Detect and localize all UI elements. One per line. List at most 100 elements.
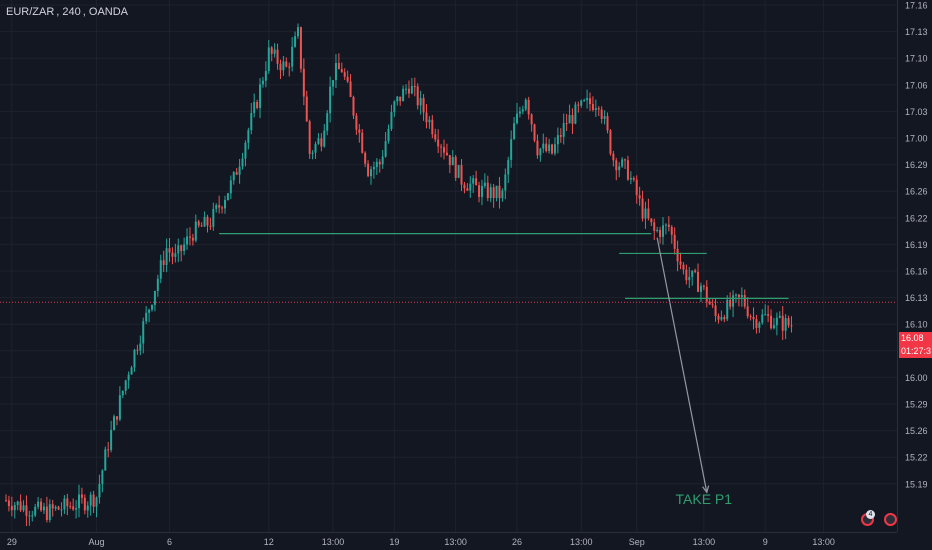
candle-body bbox=[264, 70, 267, 81]
candle-body bbox=[486, 182, 489, 199]
candle-body bbox=[302, 68, 305, 97]
candle-body bbox=[145, 312, 148, 322]
candle-body bbox=[451, 156, 454, 166]
candle-body bbox=[180, 245, 183, 252]
candle-body bbox=[664, 224, 667, 226]
candle-body bbox=[355, 115, 358, 130]
candle-body bbox=[215, 205, 218, 209]
candle-body bbox=[78, 494, 80, 509]
candle-body bbox=[735, 294, 737, 296]
price-tick-label: 16.10 bbox=[905, 320, 928, 330]
candle-body bbox=[457, 165, 460, 178]
candle-body bbox=[399, 96, 402, 102]
candle-body bbox=[711, 304, 714, 306]
candle-body bbox=[390, 112, 393, 129]
candle-body bbox=[75, 508, 78, 510]
alert-count: 4 bbox=[866, 510, 875, 519]
candle-body bbox=[705, 286, 708, 302]
candle-body bbox=[317, 138, 320, 144]
candle-body bbox=[746, 306, 749, 317]
candle-body bbox=[156, 278, 159, 292]
candle-body bbox=[670, 226, 673, 235]
time-tick-label: 29 bbox=[7, 537, 17, 547]
candle-body bbox=[148, 309, 151, 313]
candle-body bbox=[244, 142, 247, 159]
candle-body bbox=[405, 88, 408, 90]
candle-body bbox=[311, 152, 314, 154]
candle-body bbox=[647, 208, 650, 219]
time-tick-label: 13:00 bbox=[444, 537, 467, 547]
event-badge[interactable] bbox=[884, 513, 897, 526]
candle-body bbox=[177, 245, 180, 254]
candle-body bbox=[370, 169, 372, 177]
candle-body bbox=[54, 506, 57, 509]
candle-body bbox=[624, 159, 627, 161]
candle-body bbox=[571, 115, 574, 124]
candle-body bbox=[480, 185, 483, 197]
candle-body bbox=[343, 72, 346, 77]
countdown-tag: 01:27:3 bbox=[899, 345, 932, 358]
candle-body bbox=[787, 318, 790, 326]
candle-body bbox=[729, 299, 732, 307]
price-axis bbox=[898, 0, 932, 532]
candle-body bbox=[194, 221, 197, 241]
candle-body bbox=[790, 325, 793, 327]
candle-body bbox=[781, 315, 784, 331]
candle-body bbox=[533, 124, 536, 141]
candle-body bbox=[659, 229, 662, 237]
candle-body bbox=[460, 165, 463, 185]
candle-body bbox=[551, 144, 554, 154]
time-tick-label: 13:00 bbox=[570, 537, 593, 547]
candle-body bbox=[276, 49, 279, 64]
candle-body bbox=[66, 498, 69, 507]
candle-body bbox=[101, 470, 104, 484]
candle-body bbox=[224, 199, 226, 209]
time-tick-label: Sep bbox=[629, 537, 645, 547]
price-tick-label: 16.19 bbox=[905, 240, 928, 250]
candle-body bbox=[594, 108, 597, 110]
candle-body bbox=[775, 317, 778, 326]
candle-body bbox=[45, 506, 48, 520]
alert-badge[interactable]: 4 bbox=[861, 510, 875, 526]
time-tick-label: 6 bbox=[167, 537, 172, 547]
candle-body bbox=[626, 160, 629, 180]
candle-body bbox=[83, 497, 86, 511]
candle-body bbox=[521, 109, 524, 112]
candle-body bbox=[98, 483, 101, 498]
candle-body bbox=[250, 112, 253, 131]
candle-body bbox=[113, 416, 116, 431]
candle-body bbox=[758, 322, 761, 328]
interval-label: 240 bbox=[62, 6, 81, 18]
candle-body bbox=[445, 152, 448, 156]
candle-body bbox=[139, 343, 142, 351]
candle-body bbox=[702, 285, 705, 287]
candle-body bbox=[653, 222, 656, 231]
candle-body bbox=[425, 112, 428, 123]
candle-body bbox=[507, 159, 510, 175]
candle-body bbox=[650, 218, 653, 223]
candle-body bbox=[367, 163, 370, 177]
symbol-label: EUR/ZAR bbox=[6, 6, 55, 18]
candle-body bbox=[372, 167, 375, 170]
candle-body bbox=[778, 315, 781, 318]
candle-body bbox=[31, 515, 34, 517]
candle-body bbox=[396, 96, 399, 102]
candle-body bbox=[89, 494, 92, 506]
candle-body bbox=[183, 244, 186, 252]
time-tick-label: Aug bbox=[89, 537, 105, 547]
price-tick-label: 16.16 bbox=[905, 267, 928, 277]
candle-body bbox=[203, 216, 206, 227]
candle-body bbox=[86, 505, 89, 511]
candle-body bbox=[723, 317, 726, 320]
time-tick-label: 13:00 bbox=[322, 537, 345, 547]
candle-body bbox=[294, 36, 297, 47]
candle-body bbox=[133, 349, 136, 368]
candle-body bbox=[136, 349, 139, 351]
candle-body bbox=[361, 132, 364, 153]
price-tick-label: 15.22 bbox=[905, 453, 928, 463]
candle-body bbox=[407, 88, 410, 94]
candle-body bbox=[597, 108, 600, 110]
candle-body bbox=[19, 501, 22, 511]
candle-body bbox=[562, 123, 565, 137]
